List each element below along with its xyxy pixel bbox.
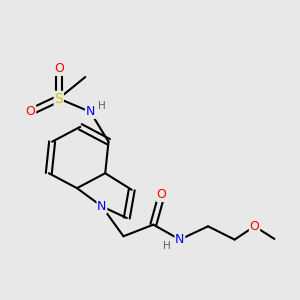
Text: S: S (54, 92, 63, 106)
Text: O: O (54, 62, 64, 75)
Text: H: H (98, 101, 106, 111)
Text: N: N (97, 200, 106, 213)
Text: O: O (250, 220, 260, 233)
Text: N: N (85, 105, 95, 118)
Text: O: O (157, 188, 166, 201)
Text: O: O (26, 105, 35, 118)
Text: H: H (164, 241, 171, 251)
Text: N: N (175, 233, 184, 246)
